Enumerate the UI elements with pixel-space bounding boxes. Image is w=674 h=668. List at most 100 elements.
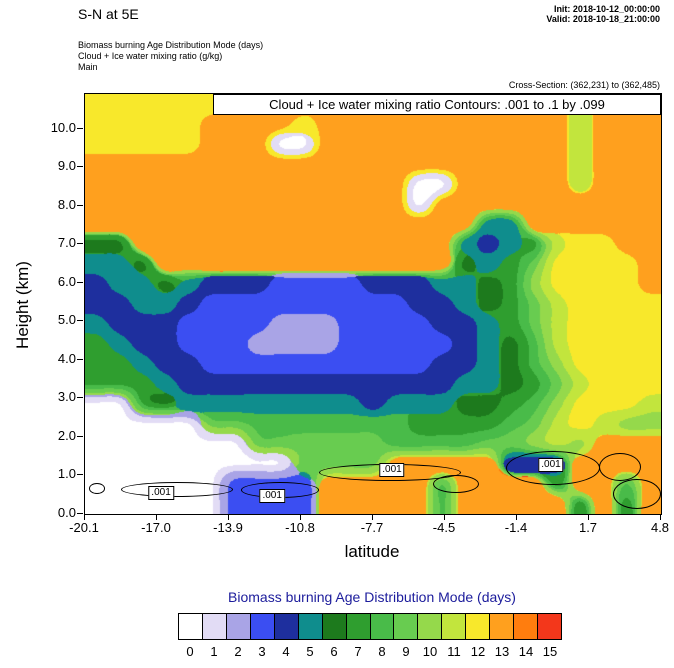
colorbar-title: Biomass burning Age Distribution Mode (d… [228, 589, 516, 605]
y-axis-tick-mark [77, 204, 83, 206]
run-times: Init: 2018-10-12_00:00:00 Valid: 2018-10… [546, 4, 660, 24]
y-axis-tick-mark [77, 320, 83, 322]
x-axis-tick-mark [516, 514, 517, 520]
x-axis-tick-label: -17.0 [141, 520, 171, 535]
x-axis-tick-label: -20.1 [69, 520, 99, 535]
colorbar-cell [490, 613, 515, 640]
cloud-contour-layer: .001 .001 .001 .001 [85, 94, 662, 514]
colorbar-cell [250, 613, 275, 640]
y-axis-tick-mark [77, 397, 83, 399]
x-axis-tick-mark [228, 514, 229, 520]
x-axis-tick-label: -4.5 [432, 520, 456, 535]
y-axis-tick-mark [77, 166, 83, 168]
y-axis-tick-mark [77, 281, 83, 283]
x-axis-tick-mark [372, 514, 373, 520]
colorbar-tick-label: 15 [542, 644, 558, 659]
colorbar-cell [274, 613, 299, 640]
colorbar-cell [442, 613, 467, 640]
x-axis-tick-mark [300, 514, 301, 520]
y-axis-tick-label: 10.0 [50, 119, 76, 135]
x-axis-tick-label: 1.7 [578, 520, 598, 535]
colorbar-tick-label: 13 [494, 644, 510, 659]
y-axis-tick-label: 9.0 [57, 158, 76, 174]
cloud-contour-label: .001 [148, 486, 174, 500]
cloud-contour-line [120, 482, 233, 498]
colorbar-tick-label: 6 [330, 644, 338, 659]
y-axis-tick-mark [77, 127, 83, 129]
colorbar-tick-label: 3 [258, 644, 266, 659]
colorbar-cell [370, 613, 395, 640]
x-axis-tick-mark [588, 514, 589, 520]
x-axis-tick-mark [660, 514, 661, 520]
colorbar [178, 613, 562, 640]
plot-area: .001 .001 .001 .001 Cloud + Ice water mixin… [84, 93, 662, 515]
cloud-contour-label: .001 [379, 462, 405, 477]
colorbar-tick-label: 0 [186, 644, 194, 659]
colorbar-cell [346, 613, 371, 640]
colorbar-cell [394, 613, 419, 640]
colorbar-cell [514, 613, 539, 640]
colorbar-cell [538, 613, 562, 640]
y-axis-tick-label: 1.0 [57, 466, 76, 482]
cloud-contour-line [613, 479, 662, 510]
meta-fill-variable: Biomass burning Age Distribution Mode (d… [78, 40, 264, 50]
y-axis-tick-label: 7.0 [57, 235, 76, 251]
plot-title: S-N at 5E [78, 6, 139, 22]
y-axis-tick-label: 8.0 [57, 196, 76, 212]
x-axis-tick-label: -1.4 [504, 520, 528, 535]
contour-field-canvas [85, 94, 661, 514]
colorbar-tick-label: 8 [378, 644, 386, 659]
colorbar-labels: 0 1 2 3 4 5 6 7 8 9 10 11 12 13 14 15 [178, 644, 562, 660]
cloud-contour-line [598, 453, 641, 482]
y-axis-tick-label: 5.0 [57, 312, 76, 328]
colorbar-cell [298, 613, 323, 640]
colorbar-tick-label: 11 [447, 644, 461, 659]
cloud-contour-line [432, 474, 479, 493]
colorbar-tick-label: 9 [402, 644, 410, 659]
colorbar-tick-label: 4 [282, 644, 290, 659]
cloud-contour-label: .001 [538, 457, 564, 472]
y-axis-tick-mark [77, 435, 83, 437]
colorbar-tick-label: 10 [422, 644, 438, 659]
contour-annotation-box: Cloud + Ice water mixing ratio Contours:… [213, 94, 661, 115]
x-axis-tick-label: -7.7 [360, 520, 384, 535]
colorbar-tick-label: 5 [306, 644, 314, 659]
y-axis-tick-label: 4.0 [57, 350, 76, 366]
y-axis-tick-mark [77, 513, 83, 514]
y-axis-tick-mark [77, 474, 83, 476]
y-axis-tick-label: 6.0 [57, 273, 76, 289]
y-axis-tick-label: 2.0 [57, 427, 76, 443]
init-time-text: Init: 2018-10-12_00:00:00 [553, 4, 660, 14]
meta-contour-variable: Cloud + Ice water mixing ratio (g/kg) [78, 51, 223, 61]
x-axis-tick-label: -13.9 [213, 520, 243, 535]
colorbar-tick-label: 12 [470, 644, 486, 659]
colorbar-cell [202, 613, 227, 640]
colorbar-cell [466, 613, 491, 640]
meta-block: Biomass burning Age Distribution Mode (d… [78, 40, 263, 73]
cross-section-text: Cross-Section: (362,231) to (362,485) [508, 80, 660, 90]
y-axis-tick-mark [77, 358, 83, 360]
colorbar-tick-label: 1 [210, 644, 218, 659]
x-axis-tick-label: -10.8 [285, 520, 315, 535]
meta-grid-name: Main [78, 62, 98, 72]
y-axis-title: Height (km) [13, 261, 32, 349]
x-axis-tick-label: 4.8 [650, 520, 670, 535]
y-axis-tick-label: 0.0 [57, 505, 76, 520]
colorbar-tick-label: 2 [234, 644, 242, 659]
x-axis-tick-mark [156, 514, 157, 520]
cloud-contour-line [89, 482, 105, 494]
colorbar-cell [226, 613, 251, 640]
colorbar-cell [178, 613, 203, 640]
colorbar-tick-label: 14 [518, 644, 534, 659]
x-axis-tick-mark [84, 514, 85, 520]
y-axis-tick-label: 3.0 [57, 389, 76, 405]
x-axis-title: latitude [344, 542, 400, 561]
colorbar-tick-label: 7 [354, 644, 362, 659]
y-axis-tick-mark [77, 243, 83, 245]
cloud-contour-label: .001 [259, 488, 285, 503]
valid-time-text: Valid: 2018-10-18_21:00:00 [546, 14, 660, 24]
colorbar-cell [418, 613, 443, 640]
colorbar-cell [322, 613, 347, 640]
x-axis-tick-mark [444, 514, 445, 520]
